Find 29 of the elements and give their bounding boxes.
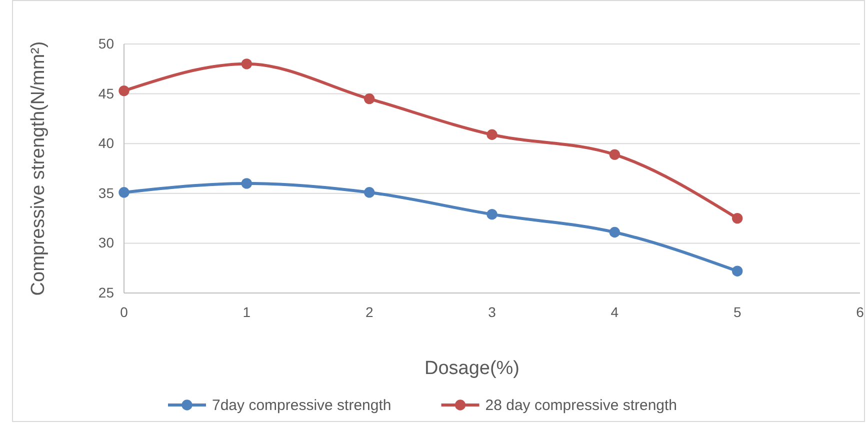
x-tick-label: 6 (856, 304, 864, 320)
point (241, 58, 252, 70)
point (609, 226, 620, 238)
y-tick-label: 30 (98, 234, 114, 251)
x-tick-label: 1 (242, 304, 251, 320)
legend-label: 7day compressive strength (212, 397, 392, 414)
point (118, 187, 130, 198)
x-tick-label: 2 (365, 304, 374, 320)
y-tick-label: 40 (98, 135, 114, 152)
point (364, 187, 375, 198)
x-tick-label: 4 (610, 304, 619, 320)
x-axis-title: Dosage(%) (424, 358, 520, 379)
point (118, 85, 130, 96)
point (609, 149, 620, 160)
y-tick-label: 25 (98, 284, 114, 300)
y-axis-title: Compressive strength(N/mm²) (28, 41, 49, 296)
y-tick-label: 45 (98, 85, 114, 102)
y-tick-label: 35 (98, 184, 114, 201)
x-tick-label: 0 (120, 304, 128, 320)
point (241, 178, 252, 189)
point (732, 266, 743, 276)
x-tick-label: 3 (488, 304, 496, 320)
point (486, 208, 498, 220)
point (732, 212, 743, 224)
legend-label: 28 day compressive strength (485, 397, 678, 414)
y-tick-label: 50 (98, 35, 114, 52)
point (486, 129, 498, 140)
point (364, 93, 375, 104)
x-tick-label: 5 (733, 304, 742, 320)
